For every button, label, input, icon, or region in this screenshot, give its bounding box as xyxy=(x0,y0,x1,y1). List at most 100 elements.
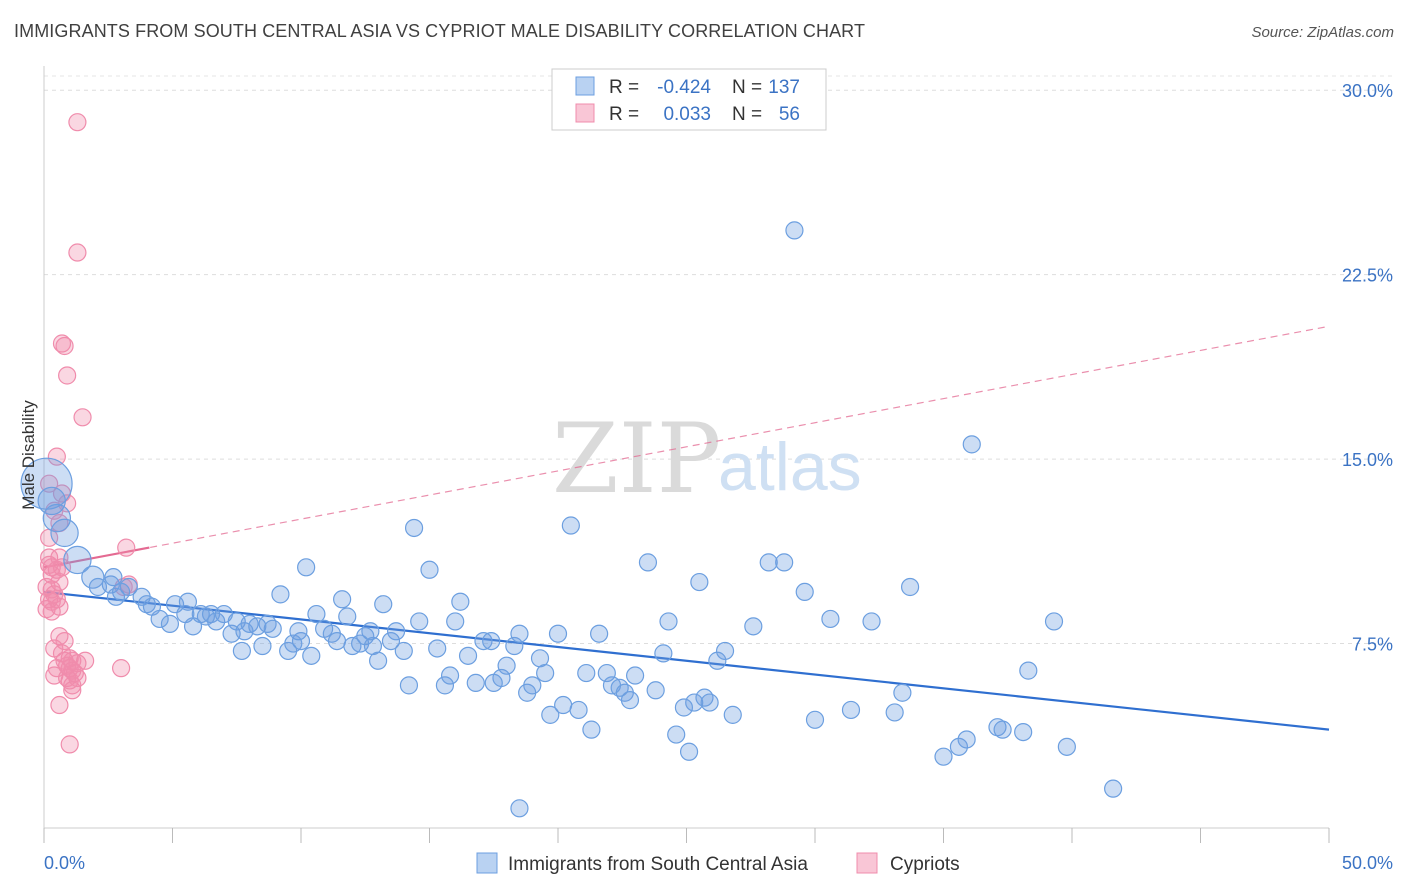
stats-legend-r-label-pink: R = xyxy=(609,104,639,125)
series-legend-label-blue: Immigrants from South Central Asia xyxy=(508,854,808,875)
south-central-asia-point xyxy=(466,673,485,693)
south-central-asia-point xyxy=(404,518,424,538)
south-central-asia-point xyxy=(1019,661,1038,680)
cypriot-point xyxy=(60,735,79,754)
y-tick-labels: 7.5% 15.0% 22.5% 30.0% xyxy=(1342,81,1393,654)
south-central-asia-point xyxy=(659,612,678,631)
south-central-asia-point xyxy=(510,624,529,643)
cypriot-point xyxy=(76,651,95,670)
south-central-asia-point xyxy=(289,622,308,641)
watermark-zip: ZIP xyxy=(552,403,721,515)
south-central-asia-point xyxy=(841,700,861,720)
south-central-asia-point xyxy=(297,558,316,577)
cypriot-point xyxy=(68,243,87,262)
south-central-asia-point xyxy=(510,799,529,818)
south-central-asia-point xyxy=(420,560,439,579)
cypriots-points xyxy=(37,113,138,754)
trend-line-pink-solid xyxy=(43,546,150,569)
south-central-asia-point xyxy=(361,622,380,641)
south-central-asia-point xyxy=(654,644,673,663)
south-central-asia-point xyxy=(674,698,694,717)
south-central-asia-point xyxy=(885,703,904,722)
stats-legend-r-pink: 0.033 xyxy=(663,104,711,125)
south-central-asia-point xyxy=(446,612,465,631)
south-central-asia-point xyxy=(42,503,72,533)
stats-legend-swatch-pink xyxy=(575,103,595,123)
south-central-asia-point xyxy=(1057,737,1076,756)
trend-line-pink-dashed xyxy=(43,325,1330,568)
series-legend-label-pink: Cypriots xyxy=(890,854,960,875)
stats-legend-n-label-blue: N = xyxy=(732,77,762,98)
south-central-asia-point xyxy=(536,663,555,683)
source-credit: Source: ZipAtlas.com xyxy=(1251,24,1394,41)
cypriot-point xyxy=(52,334,72,353)
series-legend-swatch-blue xyxy=(476,852,498,874)
watermark-atlas: atlas xyxy=(718,429,862,505)
y-tick-label: 22.5% xyxy=(1342,266,1393,286)
south-central-asia-point xyxy=(523,676,542,695)
series-legend-swatch-pink xyxy=(856,852,878,874)
series-legend: Immigrants from South Central Asia Cypri… xyxy=(476,852,960,875)
chart-title: IMMIGRANTS FROM SOUTH CENTRAL ASIA VS CY… xyxy=(14,21,866,41)
south-central-asia-point xyxy=(900,577,920,597)
gridlines xyxy=(44,75,1393,645)
south-central-asia-point xyxy=(554,695,573,715)
cypriot-point xyxy=(73,408,92,427)
cypriot-point xyxy=(68,113,87,132)
south-central-asia-point xyxy=(474,631,493,651)
south-central-asia-point xyxy=(381,631,401,651)
south-central-asia-point xyxy=(679,742,699,761)
south-central-asia-point xyxy=(307,604,326,624)
south-central-asia-point xyxy=(949,737,969,756)
south-central-asia-point xyxy=(63,545,92,575)
south-central-asia-point xyxy=(561,516,580,535)
south-central-asia-point xyxy=(548,624,568,643)
south-central-asia-point xyxy=(207,612,226,631)
stats-legend-r-label-blue: R = xyxy=(609,77,639,98)
south-central-asia-point xyxy=(50,518,79,548)
south-central-asia-point xyxy=(451,592,470,611)
south-central-asia-point xyxy=(263,619,282,638)
cypriot-point xyxy=(50,597,69,616)
y-tick-label: 15.0% xyxy=(1342,450,1393,470)
south-central-asia-point xyxy=(685,693,704,712)
south-central-asia-point xyxy=(934,747,953,766)
south-central-asia-point xyxy=(744,617,763,636)
stats-legend-n-pink: 56 xyxy=(779,104,800,125)
south-central-asia-point xyxy=(862,612,881,631)
stats-legend-r-blue: -0.424 xyxy=(657,77,711,98)
south-central-asia-point xyxy=(106,587,126,606)
south-central-asia-point xyxy=(569,700,588,720)
south-central-asia-point xyxy=(957,730,976,749)
south-central-asia-point xyxy=(435,676,455,695)
south-central-asia-point xyxy=(356,627,375,646)
south-central-asia-point xyxy=(625,666,645,685)
south-central-asia-point xyxy=(399,676,419,695)
south-central-asia-point xyxy=(715,641,735,661)
south-central-asia-point xyxy=(160,614,180,633)
south-central-asia-point xyxy=(369,651,388,670)
south-central-asia-point xyxy=(482,631,501,651)
south-central-asia-point xyxy=(484,673,503,693)
cypriot-point xyxy=(55,336,74,356)
watermark: ZIP atlas xyxy=(552,403,862,515)
south-central-asia-point xyxy=(785,221,804,240)
south-central-asia-point xyxy=(541,705,560,724)
x-tick-label-min: 0.0% xyxy=(44,853,85,873)
south-central-asia-point xyxy=(620,691,640,710)
south-central-asia-point xyxy=(386,622,406,641)
south-central-asia-point xyxy=(610,678,629,697)
south-central-asia-point xyxy=(338,607,357,626)
trend-line-blue xyxy=(43,590,1330,731)
south-central-asia-point xyxy=(805,710,825,729)
south-central-asia-point xyxy=(394,641,413,661)
south-central-asia-point xyxy=(428,639,447,658)
stats-legend-box xyxy=(551,68,827,131)
south-central-asia-point xyxy=(775,553,794,572)
south-central-asia-point xyxy=(821,609,840,629)
south-central-asia-point xyxy=(258,614,277,633)
south-central-asia-point xyxy=(795,582,814,602)
south-central-asia-point xyxy=(1014,722,1033,742)
south-central-asia-point xyxy=(302,646,321,665)
south-central-asia-point xyxy=(271,585,290,604)
